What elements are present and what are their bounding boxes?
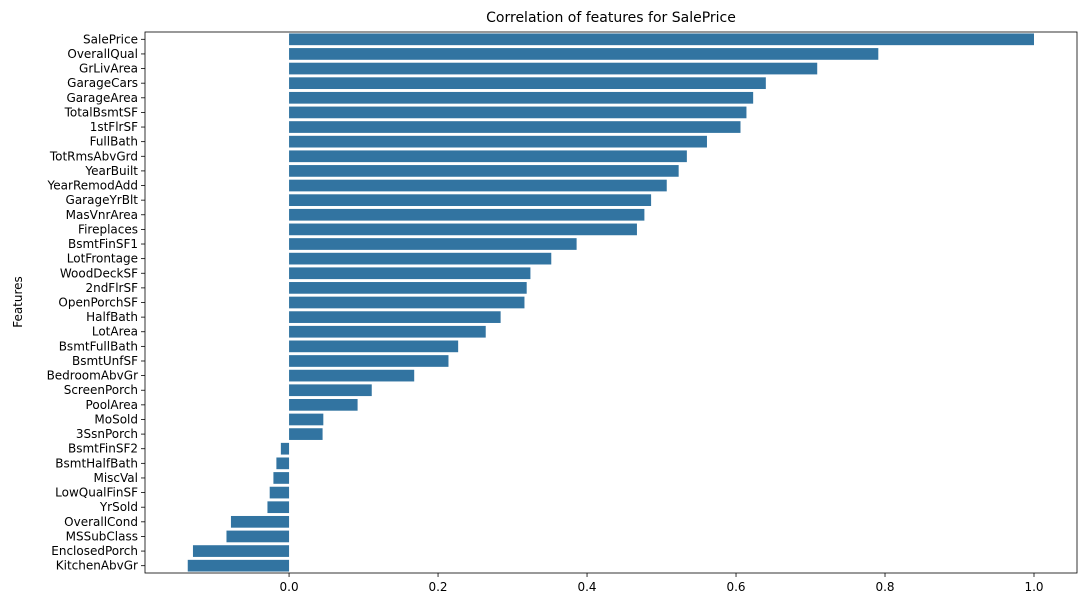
y-tick-label: LowQualFinSF	[55, 486, 138, 500]
bar-SalePrice	[289, 33, 1035, 46]
y-tick-label: KitchenAbvGr	[56, 559, 138, 573]
y-tick-label: BsmtFullBath	[59, 339, 138, 353]
y-tick-label: GarageYrBlt	[66, 193, 139, 207]
bar-YearBuilt	[289, 165, 679, 177]
bar-FullBath	[289, 135, 707, 148]
bar-EnclosedPorch	[192, 545, 290, 557]
y-tick-label: EnclosedPorch	[51, 544, 138, 558]
bar-HalfBath	[289, 311, 501, 323]
y-tick-label: GarageArea	[66, 91, 138, 105]
bar-Fireplaces	[289, 223, 637, 236]
bar-2ndFlrSF	[289, 282, 527, 294]
bar-GrLivArea	[289, 62, 818, 75]
bar-YrSold	[267, 501, 290, 514]
y-tick-label: 1stFlrSF	[90, 120, 138, 134]
y-tick-label: BsmtUnfSF	[72, 354, 138, 368]
bar-BsmtFinSF2	[280, 442, 290, 455]
y-tick-label: YearBuilt	[84, 164, 138, 178]
bar-MasVnrArea	[289, 208, 645, 221]
bar-LotArea	[289, 325, 486, 338]
y-tick-label: 2ndFlrSF	[85, 281, 138, 295]
y-tick-label: ScreenPorch	[64, 383, 138, 397]
y-tick-label: MoSold	[94, 412, 138, 426]
bar-BedroomAbvGr	[289, 369, 415, 382]
y-tick-label: BsmtFinSF2	[68, 442, 138, 456]
y-tick-label: SalePrice	[83, 32, 138, 46]
y-tick-label: PoolArea	[86, 398, 138, 412]
y-tick-label: MiscVal	[93, 471, 138, 485]
bar-MiscVal	[273, 472, 290, 484]
y-tick-label: BsmtHalfBath	[55, 456, 138, 470]
bar-BsmtFullBath	[289, 340, 459, 353]
y-tick-label: FullBath	[90, 135, 138, 149]
x-tick-label: 0.8	[875, 580, 894, 594]
bar-PoolArea	[289, 399, 358, 411]
y-tick-label: YrSold	[99, 500, 138, 514]
bar-ScreenPorch	[289, 384, 372, 397]
y-tick-label: Fireplaces	[78, 222, 138, 236]
y-tick-label: OverallCond	[64, 515, 138, 529]
bar-1stFlrSF	[289, 121, 741, 133]
y-tick-label: HalfBath	[86, 310, 138, 324]
y-tick-label: MasVnrArea	[66, 208, 138, 222]
y-tick-label: BsmtFinSF1	[68, 237, 138, 251]
y-tick-label: TotalBsmtSF	[64, 105, 139, 119]
bar-OverallQual	[289, 48, 879, 60]
y-tick-label: TotRmsAbvGrd	[49, 149, 138, 163]
chart-title: Correlation of features for SalePrice	[486, 10, 736, 26]
x-tick-label: 0.0	[280, 580, 299, 594]
y-tick-label: LotFrontage	[67, 252, 138, 266]
x-tick-label: 0.6	[726, 580, 745, 594]
x-tick-label: 1.0	[1024, 580, 1043, 594]
y-axis-label: Features	[11, 276, 25, 328]
bar-YearRemodAdd	[289, 179, 667, 192]
bar-KitchenAbvGr	[187, 559, 290, 572]
bar-TotRmsAbvGrd	[289, 150, 687, 163]
bar-WoodDeckSF	[289, 267, 531, 280]
plot-frame	[144, 31, 1078, 574]
y-tick-label: GrLivArea	[79, 62, 138, 76]
bar-BsmtFinSF1	[289, 238, 577, 250]
bar-MSSubClass	[226, 530, 290, 543]
x-tick-label: 0.2	[428, 580, 447, 594]
bar-MoSold	[289, 413, 324, 426]
bar-GarageArea	[289, 91, 754, 104]
bar-GarageCars	[289, 77, 766, 90]
y-tick-label: OpenPorchSF	[58, 296, 138, 310]
bar-OpenPorchSF	[289, 296, 525, 309]
y-tick-label: LotArea	[92, 325, 138, 339]
bar-OverallCond	[230, 515, 290, 528]
bar-LotFrontage	[289, 252, 552, 265]
y-tick-label: MSSubClass	[66, 529, 138, 543]
y-tick-label: 3SsnPorch	[76, 427, 138, 441]
bar-BsmtHalfBath	[276, 457, 290, 470]
bar-LowQualFinSF	[269, 486, 290, 499]
bar-GarageYrBlt	[289, 194, 652, 206]
y-tick-label: BedroomAbvGr	[47, 369, 139, 383]
y-tick-label: YearRemodAdd	[47, 179, 138, 193]
bar-3SsnPorch	[289, 428, 323, 440]
y-tick-label: WoodDeckSF	[60, 266, 138, 280]
y-tick-label: GarageCars	[67, 76, 138, 90]
bar-BsmtUnfSF	[289, 355, 449, 367]
x-tick-label: 0.4	[577, 580, 596, 594]
y-tick-label: OverallQual	[67, 47, 138, 61]
bar-TotalBsmtSF	[289, 106, 747, 119]
